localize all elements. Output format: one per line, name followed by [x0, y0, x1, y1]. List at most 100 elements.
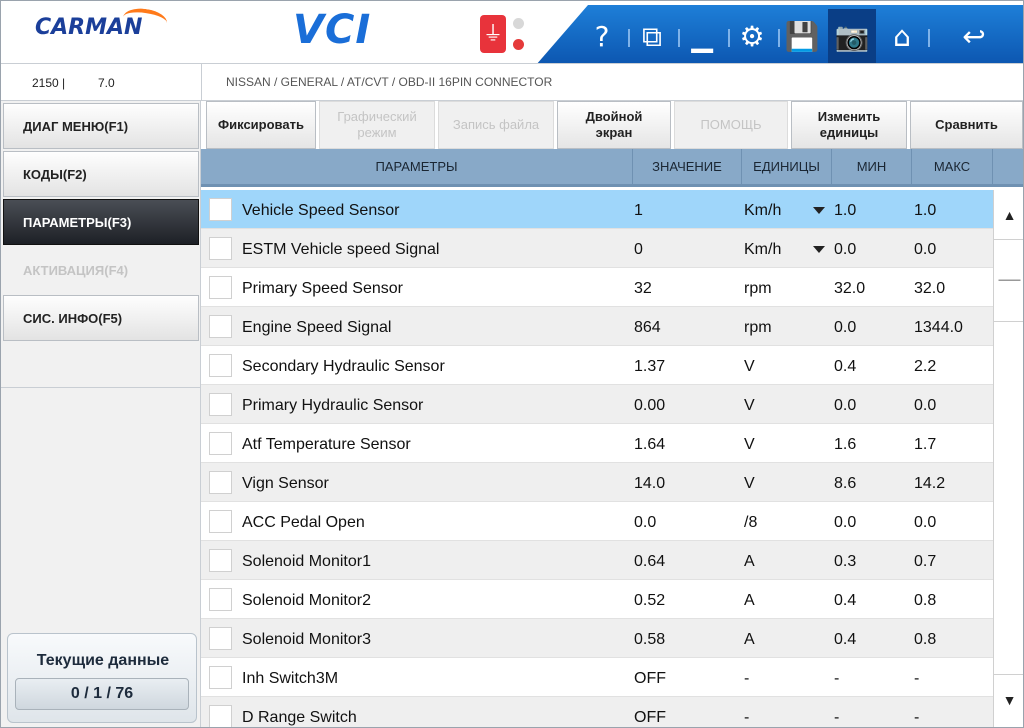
led-grey-icon	[513, 18, 524, 29]
change-units-button[interactable]: Изменить единицы	[791, 101, 907, 149]
row-checkbox[interactable]	[209, 666, 232, 689]
row-checkbox[interactable]	[209, 237, 232, 260]
back-icon[interactable]: ↩	[962, 20, 986, 53]
settings-icon[interactable]: ⚙	[739, 20, 765, 53]
row-checkbox[interactable]	[209, 510, 232, 533]
param-min: 0.4	[834, 592, 857, 609]
param-value: 0.52	[634, 592, 666, 609]
row-checkbox[interactable]	[209, 315, 232, 338]
table-row[interactable]: Vign Sensor 14.0 V 8.6 14.2	[201, 463, 993, 502]
record-file-button: Запись файла	[438, 101, 554, 149]
table-row[interactable]: ESTM Vehicle speed Signal 0 Km/h 0.0 0.0	[201, 229, 993, 268]
param-name: D Range Switch	[242, 709, 357, 726]
param-unit: V	[744, 358, 755, 375]
param-min: 0.4	[834, 358, 857, 375]
scroll-thumb[interactable]: —	[994, 240, 1023, 322]
vehicle-path: NISSAN / GENERAL / AT/CVT / OBD-II 16PIN…	[226, 75, 553, 89]
dual-screen-button[interactable]: Двойной экран	[557, 101, 671, 149]
row-checkbox[interactable]	[209, 549, 232, 572]
row-checkbox[interactable]	[209, 276, 232, 299]
compare-button[interactable]: Сравнить	[910, 101, 1023, 149]
param-min: 8.6	[834, 475, 857, 492]
sidebar-divider	[1, 387, 201, 388]
param-unit: /8	[744, 514, 758, 531]
param-max: 0.0	[914, 514, 937, 531]
param-value: 0	[634, 241, 643, 258]
sidebar-item-sys-info[interactable]: СИС. ИНФО(F5)	[3, 295, 199, 341]
row-checkbox[interactable]	[209, 588, 232, 611]
header-parameters: ПАРАМЕТРЫ	[201, 149, 633, 184]
window-icon[interactable]: ⧉	[642, 20, 662, 53]
table-row[interactable]: Vehicle Speed Sensor 1 Km/h 1.0 1.0	[201, 190, 993, 229]
param-value: 0.00	[634, 397, 666, 414]
param-max: 0.8	[914, 592, 937, 609]
table-row[interactable]: D Range Switch OFF - - -	[201, 697, 993, 727]
param-max: -	[914, 670, 920, 687]
table-row[interactable]: Engine Speed Signal 864 rpm 0.0 1344.0	[201, 307, 993, 346]
header-units: ЕДИНИЦЫ	[742, 149, 832, 184]
current-data-panel: Текущие данные 0 / 1 / 76	[7, 633, 197, 723]
param-value: 864	[634, 319, 661, 336]
toolbar-separator	[778, 29, 780, 47]
sidebar-item-codes[interactable]: КОДЫ(F2)	[3, 151, 199, 197]
param-min: -	[834, 709, 840, 726]
row-checkbox[interactable]	[209, 627, 232, 650]
param-max: 1.0	[914, 202, 937, 219]
table-row[interactable]: ACC Pedal Open 0.0/8 0.0 0.0	[201, 502, 993, 541]
logo-text: CARMAN	[35, 15, 143, 40]
product-title: VCI	[293, 7, 372, 53]
param-name: Solenoid Monitor2	[242, 592, 371, 609]
version-left: 2150 |	[32, 76, 66, 90]
table-row[interactable]: Primary Hydraulic Sensor 0.00 V 0.0 0.0	[201, 385, 993, 424]
sidebar-item-parameters[interactable]: ПАРАМЕТРЫ(F3)	[3, 199, 199, 245]
toolbar-separator	[628, 29, 630, 47]
minimize-icon[interactable]: ▁	[691, 20, 713, 53]
param-unit: rpm	[744, 280, 772, 297]
table-row[interactable]: Atf Temperature Sensor 1.64 V 1.6 1.7	[201, 424, 993, 463]
row-checkbox[interactable]	[209, 705, 232, 727]
param-min: 1.6	[834, 436, 857, 453]
table-row[interactable]: Solenoid Monitor2 0.52 A 0.4 0.8	[201, 580, 993, 619]
header-min: МИН	[832, 149, 912, 184]
param-min: 1.0	[834, 202, 857, 219]
row-checkbox[interactable]	[209, 198, 232, 221]
table-row[interactable]: Solenoid Monitor1 0.64 A 0.3 0.7	[201, 541, 993, 580]
param-unit: V	[744, 475, 755, 492]
save-icon[interactable]: 💾	[784, 20, 820, 53]
sidebar-item-activation: АКТИВАЦИЯ(F4)	[3, 247, 199, 293]
param-unit: A	[744, 592, 755, 609]
table-row[interactable]: Solenoid Monitor3 0.58 A 0.4 0.8	[201, 619, 993, 658]
scroll-up-icon[interactable]: ▲	[994, 190, 1023, 240]
led-red-icon	[513, 39, 524, 50]
header-max: МАКС	[912, 149, 993, 184]
param-name: Inh Switch3M	[242, 670, 339, 687]
unit-dropdown-icon[interactable]	[813, 246, 825, 253]
unit-dropdown-icon[interactable]	[813, 207, 825, 214]
row-checkbox[interactable]	[209, 432, 232, 455]
row-checkbox[interactable]	[209, 393, 232, 416]
scroll-down-icon[interactable]: ▼	[994, 674, 1023, 724]
camera-icon[interactable]: 📷	[828, 9, 876, 65]
home-icon[interactable]: ⌂	[893, 20, 911, 53]
table-row[interactable]: Primary Speed Sensor 32 rpm 32.0 32.0	[201, 268, 993, 307]
parameters-table: Vehicle Speed Sensor 1 Km/h 1.0 1.0 ESTM Vehi…	[201, 190, 993, 727]
scrollbar[interactable]: ▲ — ▼	[993, 190, 1023, 727]
info-bar: 2150 | 7.0 NISSAN / GENERAL / AT/CVT / O…	[1, 63, 1023, 102]
version-right: 7.0	[98, 76, 115, 90]
table-row[interactable]: Inh Switch3M OFF - - -	[201, 658, 993, 697]
table-row[interactable]: Secondary Hydraulic Sensor 1.37 V 0.4 2.2	[201, 346, 993, 385]
param-value: 0.58	[634, 631, 666, 648]
help-icon[interactable]: ?	[594, 20, 610, 53]
sidebar-item-diag-menu[interactable]: ДИАГ МЕНЮ(F1)	[3, 103, 199, 149]
row-checkbox[interactable]	[209, 354, 232, 377]
fix-button[interactable]: Фиксировать	[206, 101, 316, 149]
param-min: 0.4	[834, 631, 857, 648]
param-value: 32	[634, 280, 652, 297]
param-name: Vign Sensor	[242, 475, 329, 492]
toolbar-separator	[928, 29, 930, 47]
row-checkbox[interactable]	[209, 471, 232, 494]
param-name: Secondary Hydraulic Sensor	[242, 358, 445, 375]
param-name: Solenoid Monitor3	[242, 631, 371, 648]
param-value: 1	[634, 202, 643, 219]
